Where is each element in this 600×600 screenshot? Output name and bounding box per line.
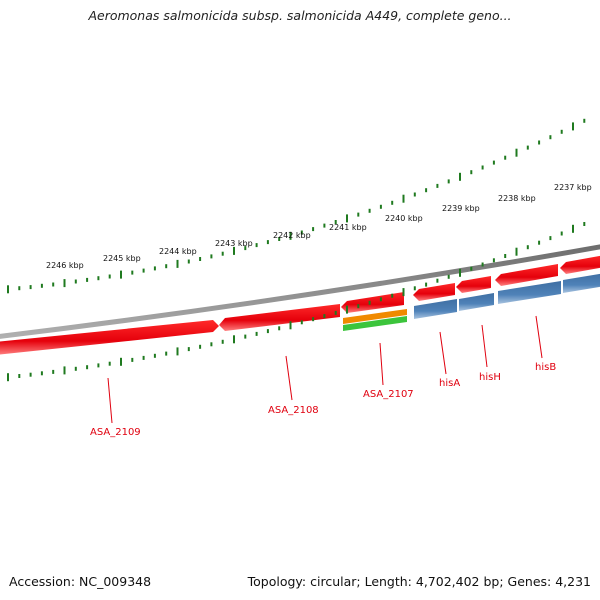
feature-blue-hisA[interactable] — [414, 299, 457, 319]
feature-green-bar[interactable] — [343, 316, 407, 331]
leader-asa2108 — [285, 355, 293, 401]
leader-asa2109 — [107, 377, 113, 424]
kbp-label-2239: 2239 kbp — [442, 204, 480, 213]
cds-arrow-forward-4[interactable] — [495, 264, 558, 286]
feature-blue-hisH[interactable] — [459, 293, 494, 311]
kbp-label-2242: 2242 kbp — [273, 231, 311, 240]
cds-arrow-asa2109[interactable] — [0, 320, 219, 355]
gene-label-hisB[interactable]: hisB — [535, 362, 556, 373]
gene-label-hisA[interactable]: hisA — [439, 378, 460, 389]
feature-orange-bar[interactable] — [343, 309, 407, 324]
kbp-label-2238: 2238 kbp — [498, 194, 536, 203]
kbp-label-2244: 2244 kbp — [159, 247, 197, 256]
kbp-label-2241: 2241 kbp — [329, 223, 367, 232]
feature-blue-hisB[interactable] — [498, 281, 561, 304]
gene-labels: ASA_2109 ASA_2108 ASA_2107 hisA hisH his… — [90, 362, 556, 438]
kbp-label-2237: 2237 kbp — [554, 183, 592, 192]
forward-strand-features — [341, 255, 600, 313]
genome-summary-text: Topology: circular; Length: 4,702,402 bp… — [247, 574, 591, 589]
kbp-label-2245: 2245 kbp — [103, 254, 141, 263]
feature-blue-next[interactable] — [563, 273, 600, 293]
cds-arrow-forward-3[interactable] — [456, 276, 491, 293]
cds-arrow-forward-2[interactable] — [413, 283, 455, 301]
reverse-strand-features — [343, 273, 600, 331]
outer-scale-ruler — [7, 118, 586, 294]
cds-arrow-forward-5[interactable] — [560, 255, 600, 274]
gene-label-asa2108[interactable]: ASA_2108 — [268, 405, 319, 416]
gene-label-leaders — [107, 315, 543, 424]
kbp-label-2240: 2240 kbp — [385, 214, 423, 223]
cds-arrow-forward-1[interactable] — [341, 292, 404, 313]
genome-backbone — [0, 244, 600, 339]
kbp-label-2246: 2246 kbp — [46, 261, 84, 270]
leader-asa2107 — [379, 342, 384, 386]
gene-label-asa2107[interactable]: ASA_2107 — [363, 389, 414, 400]
accession-text: Accession: NC_009348 — [9, 574, 152, 589]
leader-hisH — [481, 324, 488, 368]
leader-hisA — [439, 331, 447, 375]
inner-scale-ruler — [7, 222, 586, 382]
gene-label-hisH[interactable]: hisH — [479, 372, 501, 383]
leader-hisB — [535, 315, 543, 359]
cds-arrow-asa2108[interactable] — [219, 304, 340, 331]
reverse-strand-cds — [0, 304, 340, 355]
kbp-tick-labels: 2246 kbp 2245 kbp 2244 kbp 2243 kbp 2242… — [46, 183, 592, 270]
gene-label-asa2109[interactable]: ASA_2109 — [90, 427, 141, 438]
kbp-label-2243: 2243 kbp — [215, 239, 253, 248]
map-title: Aeromonas salmonicida subsp. salmonicida… — [88, 8, 512, 23]
